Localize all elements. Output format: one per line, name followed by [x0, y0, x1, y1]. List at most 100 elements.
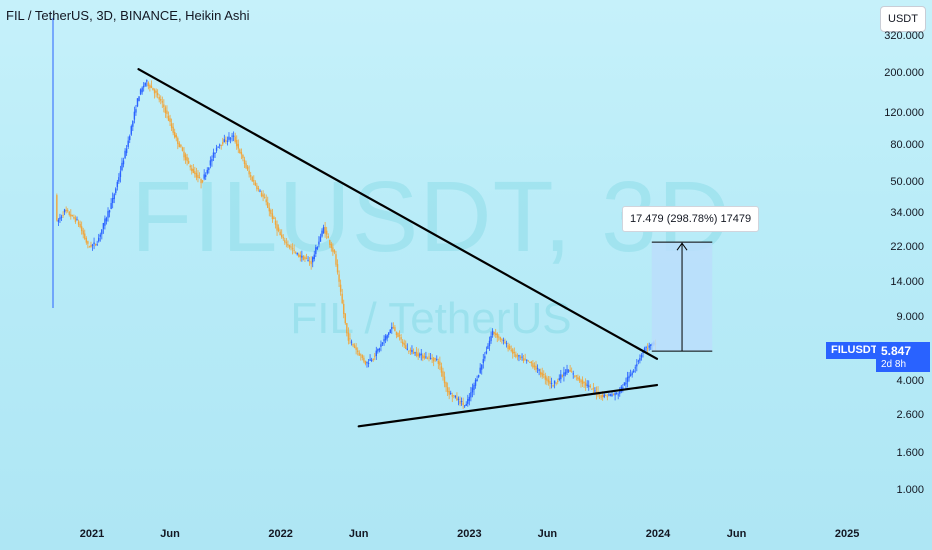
candle-body	[318, 241, 320, 245]
price-plot[interactable]	[0, 0, 862, 520]
candle-body	[392, 326, 395, 328]
candle-body	[304, 256, 306, 260]
candle-body	[426, 357, 429, 360]
candle-body	[584, 382, 587, 386]
candle-body	[121, 162, 123, 171]
candle-body	[279, 231, 281, 236]
candle-body	[271, 213, 274, 220]
candle-body	[634, 367, 636, 369]
candle-body	[591, 388, 593, 390]
candle-body	[462, 402, 464, 405]
price-axis[interactable]: 320.000 200.000 120.000 80.000 50.000 34.000 2…	[862, 0, 932, 520]
candle-body	[419, 354, 421, 356]
candle-body	[344, 313, 346, 324]
candle-body	[501, 338, 503, 340]
candle-body	[180, 144, 182, 147]
candle-body	[251, 176, 253, 182]
candle-body	[327, 235, 329, 239]
candle-body	[166, 110, 168, 115]
candle-body	[645, 347, 647, 349]
candle-body	[349, 338, 351, 340]
candle-body	[532, 363, 534, 368]
candle-body	[566, 369, 568, 373]
candle-body	[181, 147, 184, 151]
candle-body	[626, 377, 629, 383]
candle-body	[546, 377, 548, 381]
candle-body	[209, 160, 212, 166]
time-axis-tick: Jun	[348, 528, 369, 540]
candle-body	[482, 359, 484, 364]
candle-body	[636, 364, 638, 367]
candle-body	[152, 87, 154, 91]
unit-selector-button[interactable]: USDT	[880, 6, 926, 32]
candle-body	[498, 336, 500, 338]
candle-body	[589, 385, 591, 387]
candle-body	[628, 375, 630, 379]
candle-body	[355, 347, 357, 350]
candle-body	[187, 160, 190, 164]
candle-body	[102, 223, 105, 229]
candle-body	[423, 356, 426, 359]
candle-body	[211, 158, 213, 162]
candle-body	[108, 210, 111, 213]
candle-body	[389, 329, 391, 334]
candle-body	[57, 219, 60, 222]
candle-body	[465, 403, 467, 406]
candle-body	[293, 249, 295, 251]
candle-body	[71, 215, 74, 217]
candle-body	[493, 331, 495, 334]
candle-body	[436, 358, 438, 360]
candle-body	[612, 394, 615, 396]
candle-body	[90, 245, 92, 248]
candle-body	[228, 136, 230, 140]
candle-body	[420, 353, 422, 356]
candle-body	[614, 392, 616, 396]
candle-body	[395, 331, 398, 336]
candle-body	[296, 252, 298, 255]
candle-body	[76, 219, 78, 221]
candle-body	[169, 118, 171, 123]
candle-body	[646, 348, 649, 350]
candle-body	[299, 254, 302, 258]
candle-body	[600, 395, 602, 398]
candle-body	[622, 387, 624, 389]
candle-body	[60, 216, 63, 218]
price-tag-symbol: FILUSDT	[826, 342, 883, 359]
time-axis-tick: Jun	[726, 528, 747, 540]
candle-body	[98, 237, 100, 242]
candle-body	[84, 233, 86, 239]
candle-body	[335, 254, 337, 265]
candle-body	[457, 398, 460, 400]
candle-body	[74, 217, 77, 223]
candle-body	[549, 381, 551, 384]
candle-body	[77, 221, 80, 225]
candle-body	[408, 350, 410, 352]
candle-body	[611, 394, 613, 396]
candle-body	[189, 165, 191, 168]
candle-body	[369, 359, 371, 361]
candle-body	[178, 143, 181, 148]
candle-body	[440, 366, 443, 373]
candle-body	[451, 395, 453, 397]
candle-body	[115, 188, 117, 193]
candle-body	[383, 339, 385, 342]
candle-body	[183, 151, 185, 158]
candle-body	[160, 99, 162, 101]
candle-body	[588, 385, 590, 387]
symbol-title[interactable]: FIL / TetherUS, 3D, BINANCE, Heikin Ashi	[6, 8, 250, 23]
price-axis-tick: 120.000	[884, 107, 924, 120]
price-axis-tick: 9.000	[896, 311, 924, 324]
candle-body	[363, 357, 365, 362]
candle-body	[403, 343, 405, 346]
candle-body	[186, 157, 188, 162]
candle-body	[147, 82, 150, 86]
candle-body	[170, 123, 173, 128]
candle-body	[201, 180, 204, 182]
time-axis[interactable]: 2021 Jun 2022 Jun 2023 Jun 2024 Jun 2025	[0, 520, 932, 550]
price-axis-tick: 22.000	[890, 240, 924, 253]
candle-body	[516, 355, 519, 357]
candle-body	[526, 359, 528, 361]
candle-body	[459, 400, 461, 404]
candle-body	[67, 210, 69, 212]
